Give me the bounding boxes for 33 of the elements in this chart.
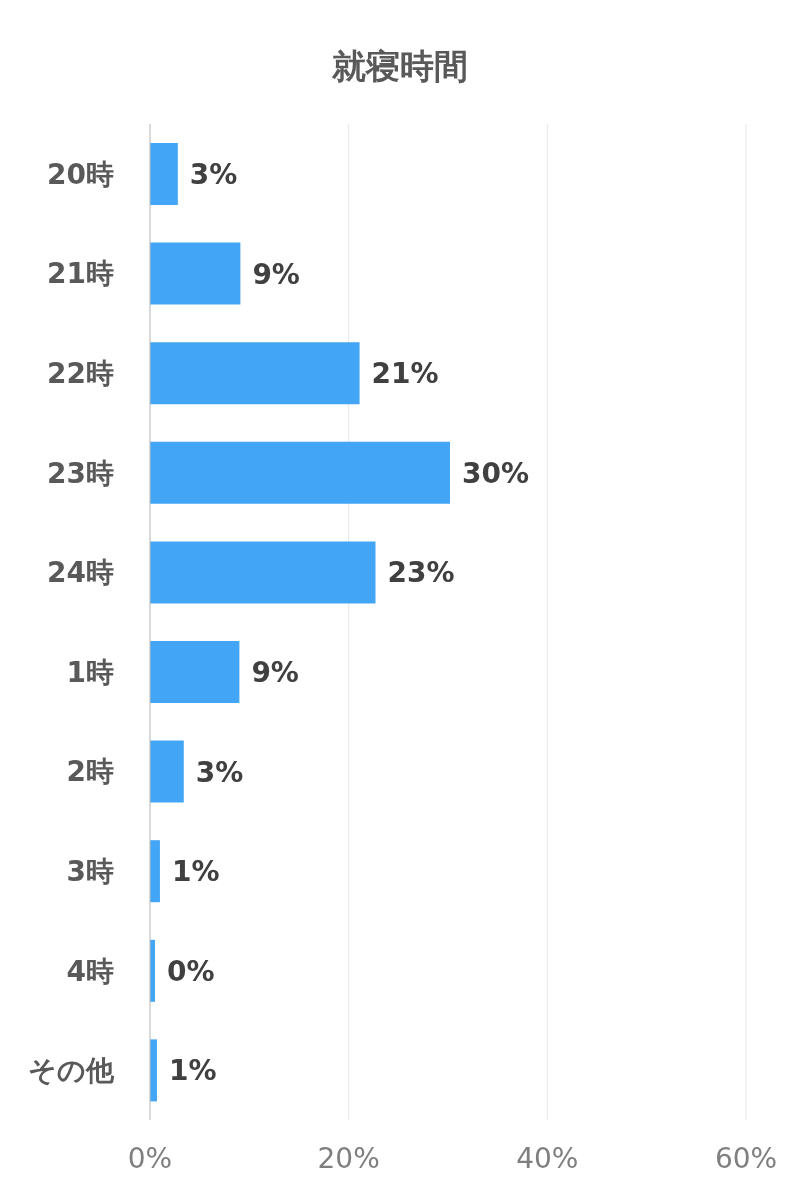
y-tick-label: 22時 [47,356,114,390]
bar [150,740,184,803]
y-tick-label: 2時 [66,755,114,789]
y-tick-label: 23時 [47,456,114,490]
data-label: 21% [371,357,439,391]
bar [150,840,160,903]
y-tick-label: 21時 [47,257,114,291]
y-tick-label: 1時 [66,655,114,689]
y-tick-label: その他 [28,1054,115,1088]
bar [150,641,240,703]
data-label: 23% [387,556,455,590]
data-label: 3% [189,157,238,191]
bar [150,242,241,305]
data-label: 0% [166,954,215,988]
data-label: 9% [252,257,300,291]
x-tick-label: 40% [516,1141,579,1175]
y-tick-label: 3時 [66,854,114,888]
data-label: 1% [171,855,220,889]
bar [150,342,360,405]
data-label: 3% [195,755,244,789]
bar [150,541,376,604]
y-tick-label: 20時 [47,157,114,191]
bar [150,143,178,205]
y-tick-label: 4時 [66,954,114,988]
data-label: 9% [251,655,299,689]
y-tick-label: 24時 [47,556,114,590]
data-label: 1% [168,1054,217,1088]
x-tick-label: 60% [714,1141,778,1175]
data-label: 30% [461,456,530,490]
chart-title: 就寝時間 [331,45,469,88]
bar [150,441,450,504]
x-tick-label: 20% [317,1141,380,1175]
x-tick-label: 0% [127,1141,173,1175]
